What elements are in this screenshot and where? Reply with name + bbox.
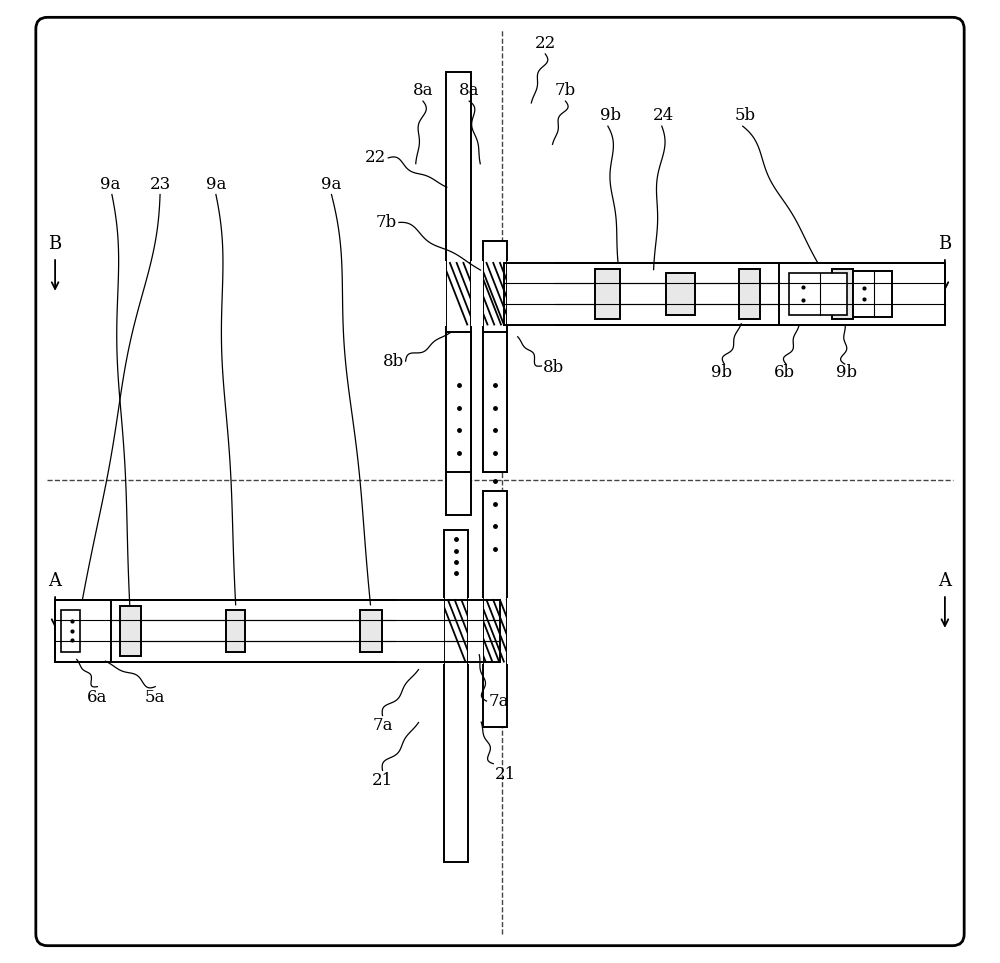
Text: 7a: 7a xyxy=(488,692,509,710)
Bar xyxy=(666,273,695,315)
Bar xyxy=(504,263,945,325)
Text: 5b: 5b xyxy=(735,107,756,124)
Bar xyxy=(468,598,483,664)
Text: 9b: 9b xyxy=(600,107,621,124)
Text: 9b: 9b xyxy=(711,364,732,381)
Text: 6a: 6a xyxy=(87,689,108,706)
Text: 9a: 9a xyxy=(100,175,120,193)
Text: 9a: 9a xyxy=(206,175,226,193)
Bar xyxy=(779,263,945,325)
Bar xyxy=(483,332,507,472)
Bar xyxy=(832,269,853,319)
FancyBboxPatch shape xyxy=(36,17,964,946)
Bar xyxy=(55,600,500,662)
Text: A: A xyxy=(49,572,62,590)
Bar xyxy=(483,491,507,727)
Text: 24: 24 xyxy=(653,107,674,124)
Text: 22: 22 xyxy=(535,35,556,52)
Bar xyxy=(853,271,892,317)
Bar xyxy=(444,530,468,862)
Bar xyxy=(396,598,444,664)
Bar xyxy=(471,261,483,326)
Text: 8b: 8b xyxy=(543,359,565,377)
Text: 21: 21 xyxy=(495,766,516,783)
Bar xyxy=(360,610,382,652)
Text: 8a: 8a xyxy=(459,82,479,99)
Text: 22: 22 xyxy=(365,149,386,167)
Text: B: B xyxy=(48,235,62,253)
Bar xyxy=(789,273,847,315)
Bar xyxy=(483,241,507,472)
Text: 8a: 8a xyxy=(413,82,433,99)
Bar xyxy=(504,263,945,325)
Bar xyxy=(55,600,111,662)
Bar xyxy=(595,269,620,319)
Bar xyxy=(739,269,760,319)
Bar xyxy=(226,610,245,652)
Bar xyxy=(55,600,500,662)
Text: B: B xyxy=(938,235,952,253)
Bar xyxy=(507,261,555,326)
Text: A: A xyxy=(938,572,951,590)
Text: 9b: 9b xyxy=(836,364,857,381)
Text: 23: 23 xyxy=(149,175,171,193)
Text: 8b: 8b xyxy=(382,352,404,370)
Text: 21: 21 xyxy=(372,772,393,790)
Bar xyxy=(398,261,446,326)
Text: 7b: 7b xyxy=(376,214,397,231)
Bar xyxy=(446,72,471,515)
Text: 6b: 6b xyxy=(774,364,795,381)
Text: 5a: 5a xyxy=(145,689,165,706)
Text: 7b: 7b xyxy=(555,82,576,99)
Text: 9a: 9a xyxy=(321,175,342,193)
Bar xyxy=(507,598,555,664)
Text: 7a: 7a xyxy=(372,717,393,735)
Bar xyxy=(446,332,471,472)
Bar xyxy=(120,606,141,656)
Bar xyxy=(61,610,80,652)
